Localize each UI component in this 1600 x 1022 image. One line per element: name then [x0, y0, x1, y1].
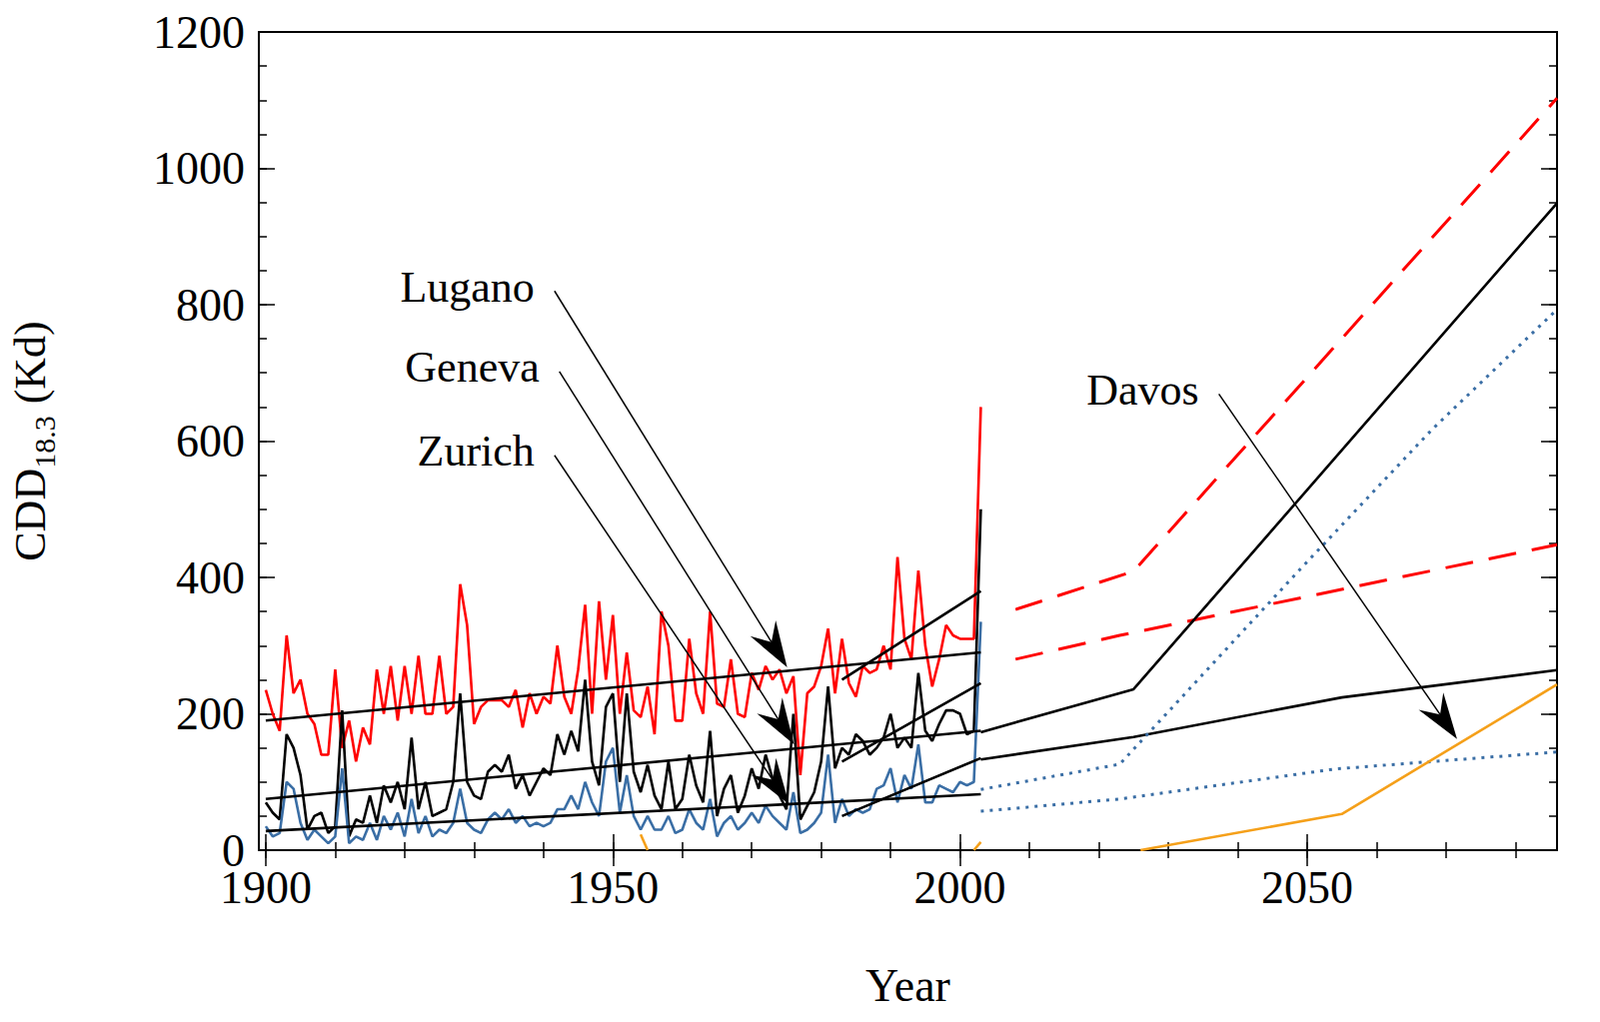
svg-text:800: 800 [175, 279, 245, 331]
svg-text:18.3: 18.3 [27, 415, 61, 469]
svg-text:0: 0 [221, 824, 245, 876]
svg-text:Geneva: Geneva [404, 342, 539, 392]
svg-text:400: 400 [175, 552, 245, 604]
svg-text:Year: Year [865, 960, 951, 1012]
svg-text:Zurich: Zurich [417, 426, 535, 476]
svg-text:200: 200 [175, 688, 245, 740]
svg-text:1900: 1900 [219, 862, 312, 914]
svg-text:1200: 1200 [152, 6, 245, 58]
svg-text:Lugano: Lugano [399, 262, 534, 312]
svg-text:Davos: Davos [1086, 365, 1199, 415]
svg-text:1000: 1000 [152, 142, 245, 194]
svg-text:(Kd): (Kd) [5, 320, 55, 404]
svg-text:CDD: CDD [5, 468, 55, 562]
svg-text:1950: 1950 [566, 862, 659, 914]
svg-text:2050: 2050 [1261, 862, 1354, 914]
svg-text:600: 600 [175, 415, 245, 467]
svg-text:2000: 2000 [914, 862, 1007, 914]
